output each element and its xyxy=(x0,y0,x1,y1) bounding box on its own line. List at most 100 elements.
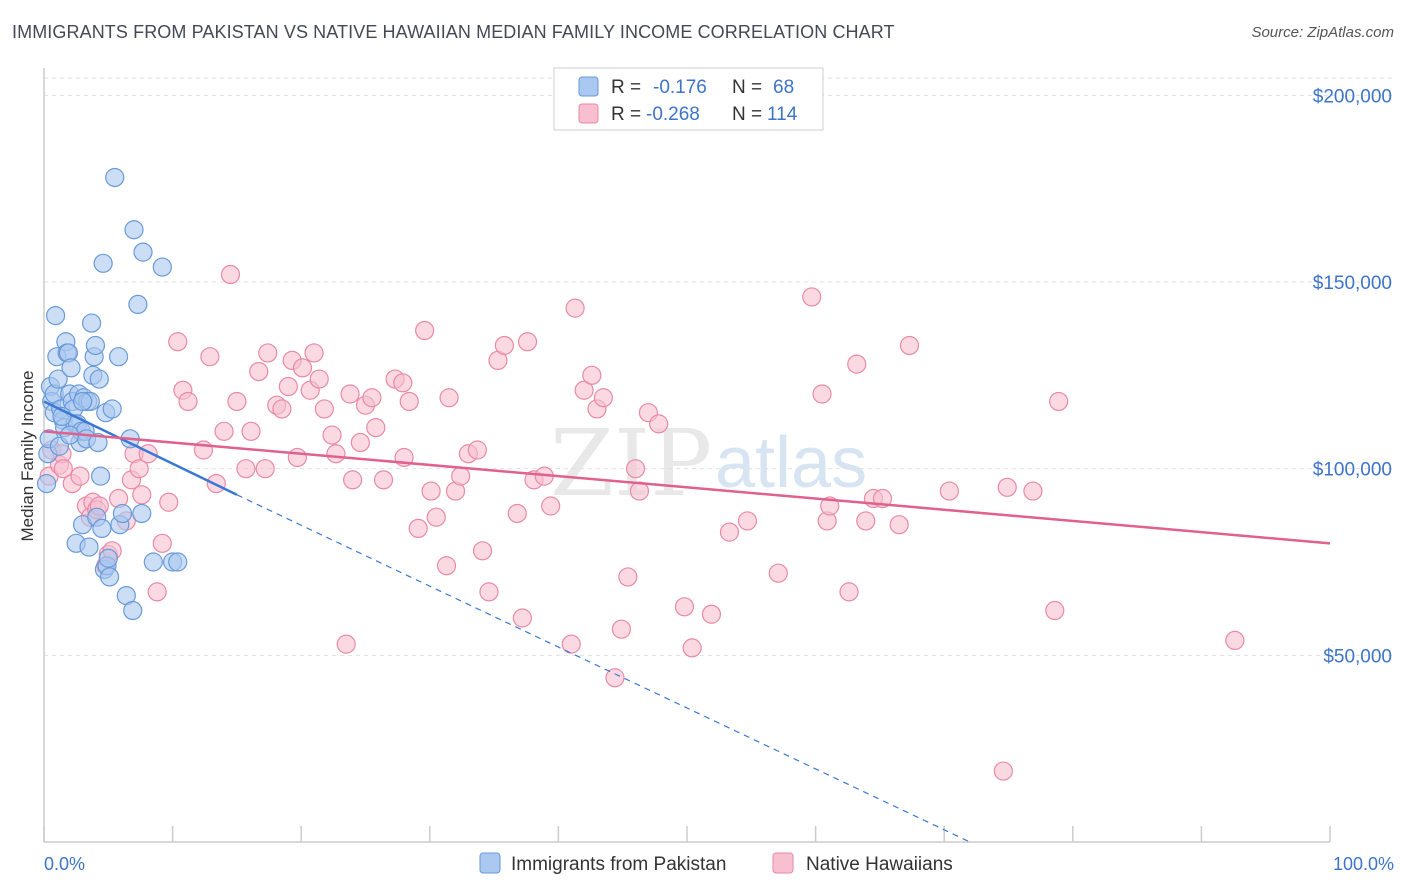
hawaiian-point-64 xyxy=(415,320,435,341)
hawaiian-point-51 xyxy=(336,634,356,654)
pakistan-point-59 xyxy=(132,503,152,524)
hawaiian-point-89 xyxy=(605,668,625,688)
hawaiian-point-23 xyxy=(152,533,172,553)
hawaiian-point-50 xyxy=(326,444,346,464)
hawaiian-point-53 xyxy=(343,470,363,490)
hawaiian-point-31 xyxy=(214,421,234,441)
hawaiian-point-95 xyxy=(649,414,669,434)
hawaiian-point-57 xyxy=(366,418,386,438)
hawaiian-point-22 xyxy=(147,582,167,602)
hawaiian-point-60 xyxy=(393,373,413,393)
pakistan-point-7 xyxy=(45,306,66,326)
hawaiian-point-101 xyxy=(768,563,788,583)
pakistan-point-42 xyxy=(92,518,112,539)
hawaiian-point-70 xyxy=(451,466,471,486)
hawaiian-point-103 xyxy=(812,384,832,404)
gridlines xyxy=(44,77,1394,656)
hawaiian-point-35 xyxy=(241,421,261,441)
hawaiian-point-106 xyxy=(839,582,859,602)
pakistan-point-57 xyxy=(124,220,144,240)
pakistan-point-53 xyxy=(112,503,133,524)
hawaiian-point-108 xyxy=(856,511,876,531)
hawaiian-point-4 xyxy=(53,459,73,479)
stats-legend-box xyxy=(553,67,824,131)
pakistan-point-34 xyxy=(81,313,102,333)
hawaiian-point-56 xyxy=(362,388,382,408)
hawaiian-point-52 xyxy=(340,384,360,404)
y-tick-label-2: $150,000 xyxy=(1313,273,1392,294)
hawaiian-point-36 xyxy=(249,362,269,382)
hawaiian-point-41 xyxy=(278,376,298,397)
y-tick-label-3: $200,000 xyxy=(1313,86,1392,107)
stats-legend: R = -0.176 N = 68 R = -0.268 N = 114 xyxy=(553,67,824,131)
chart-title: IMMIGRANTS FROM PAKISTAN VS NATIVE HAWAI… xyxy=(12,22,895,42)
pakistan-point-60 xyxy=(133,242,153,262)
legend-pakistan-swatch xyxy=(479,852,501,874)
hawaiian-point-86 xyxy=(582,365,602,385)
hawaiian-point-88 xyxy=(593,388,614,408)
hawaiian-point-99 xyxy=(719,522,740,542)
pakistan-point-0 xyxy=(36,474,57,494)
hawaiian-point-43 xyxy=(287,447,307,468)
y-tick-labels: $50,000 $100,000 $150,000 $200,000 xyxy=(1313,86,1392,667)
hawaiian-point-62 xyxy=(399,391,419,412)
hawaiian-point-34 xyxy=(236,459,256,479)
hawaiian-point-90 xyxy=(611,619,632,639)
pakistan-point-62 xyxy=(152,257,172,277)
hawaiian-point-63 xyxy=(408,518,428,539)
hawaiian-point-58 xyxy=(373,470,394,490)
pakistan-point-9 xyxy=(48,369,68,389)
hawaiian-point-107 xyxy=(847,354,867,374)
hawaiian-point-65 xyxy=(421,481,441,501)
pakistan-points xyxy=(36,167,188,621)
source-label: Source: ZipAtlas.com xyxy=(1251,24,1394,41)
pakistan-point-47 xyxy=(98,548,118,568)
hawaiian-point-47 xyxy=(309,369,329,389)
y-tick-label-0: $50,000 xyxy=(1323,646,1392,667)
hawaiian-point-96 xyxy=(674,597,695,617)
pakistan-point-37 xyxy=(85,335,106,356)
hawaiian-point-6 xyxy=(70,466,90,486)
hawaiian-point-49 xyxy=(322,425,342,445)
pakistan-point-48 xyxy=(99,567,120,587)
pakistan-point-67 xyxy=(72,391,93,412)
hawaiian-trend-line xyxy=(43,430,1331,545)
hawaiian-point-82 xyxy=(541,496,561,516)
hawaiian-point-44 xyxy=(292,358,313,378)
trend-lines xyxy=(43,400,1331,843)
hawaiian-point-111 xyxy=(889,515,909,535)
hawaiian-point-118 xyxy=(1049,391,1069,412)
hawaiian-point-46 xyxy=(304,343,324,363)
hawaiian-point-25 xyxy=(168,332,188,352)
pakistan-point-18 xyxy=(61,358,81,378)
hawaiian-point-84 xyxy=(565,298,585,318)
hawaiian-point-19 xyxy=(129,459,149,479)
hawaiian-point-79 xyxy=(517,332,538,352)
hawaiian-point-37 xyxy=(255,459,275,479)
hawaiian-point-119 xyxy=(1225,630,1245,651)
legend-r-label-1: R = xyxy=(611,77,641,98)
pakistan-point-43 xyxy=(93,253,113,273)
x-axis-right-label: 100.0% xyxy=(1333,854,1394,874)
pakistan-point-32 xyxy=(79,537,99,557)
native-hawaiians-points xyxy=(39,264,1245,781)
hawaiian-point-54 xyxy=(350,432,370,453)
pakistan-point-61 xyxy=(143,552,163,572)
pakistan-point-49 xyxy=(102,399,122,419)
legend-pakistan-label: Immigrants from Pakistan xyxy=(511,854,726,875)
pakistan-swatch xyxy=(578,76,599,97)
hawaiian-point-85 xyxy=(574,380,594,400)
hawaiian-point-66 xyxy=(426,507,446,527)
hawaiian-point-48 xyxy=(314,399,334,419)
hawaiian-point-77 xyxy=(507,503,527,524)
pakistan-trend-extension xyxy=(236,494,971,843)
pakistan-point-51 xyxy=(108,347,129,367)
hawaiian-point-73 xyxy=(472,541,493,561)
pakistan-point-58 xyxy=(128,294,148,314)
hawaiian-point-97 xyxy=(682,638,702,658)
hawaiian-swatch xyxy=(578,103,599,124)
hawaiian-point-117 xyxy=(1045,600,1065,621)
hawaiian-point-74 xyxy=(479,582,499,602)
hawaiian-point-76 xyxy=(494,335,514,356)
hawaiian-point-83 xyxy=(561,634,581,654)
